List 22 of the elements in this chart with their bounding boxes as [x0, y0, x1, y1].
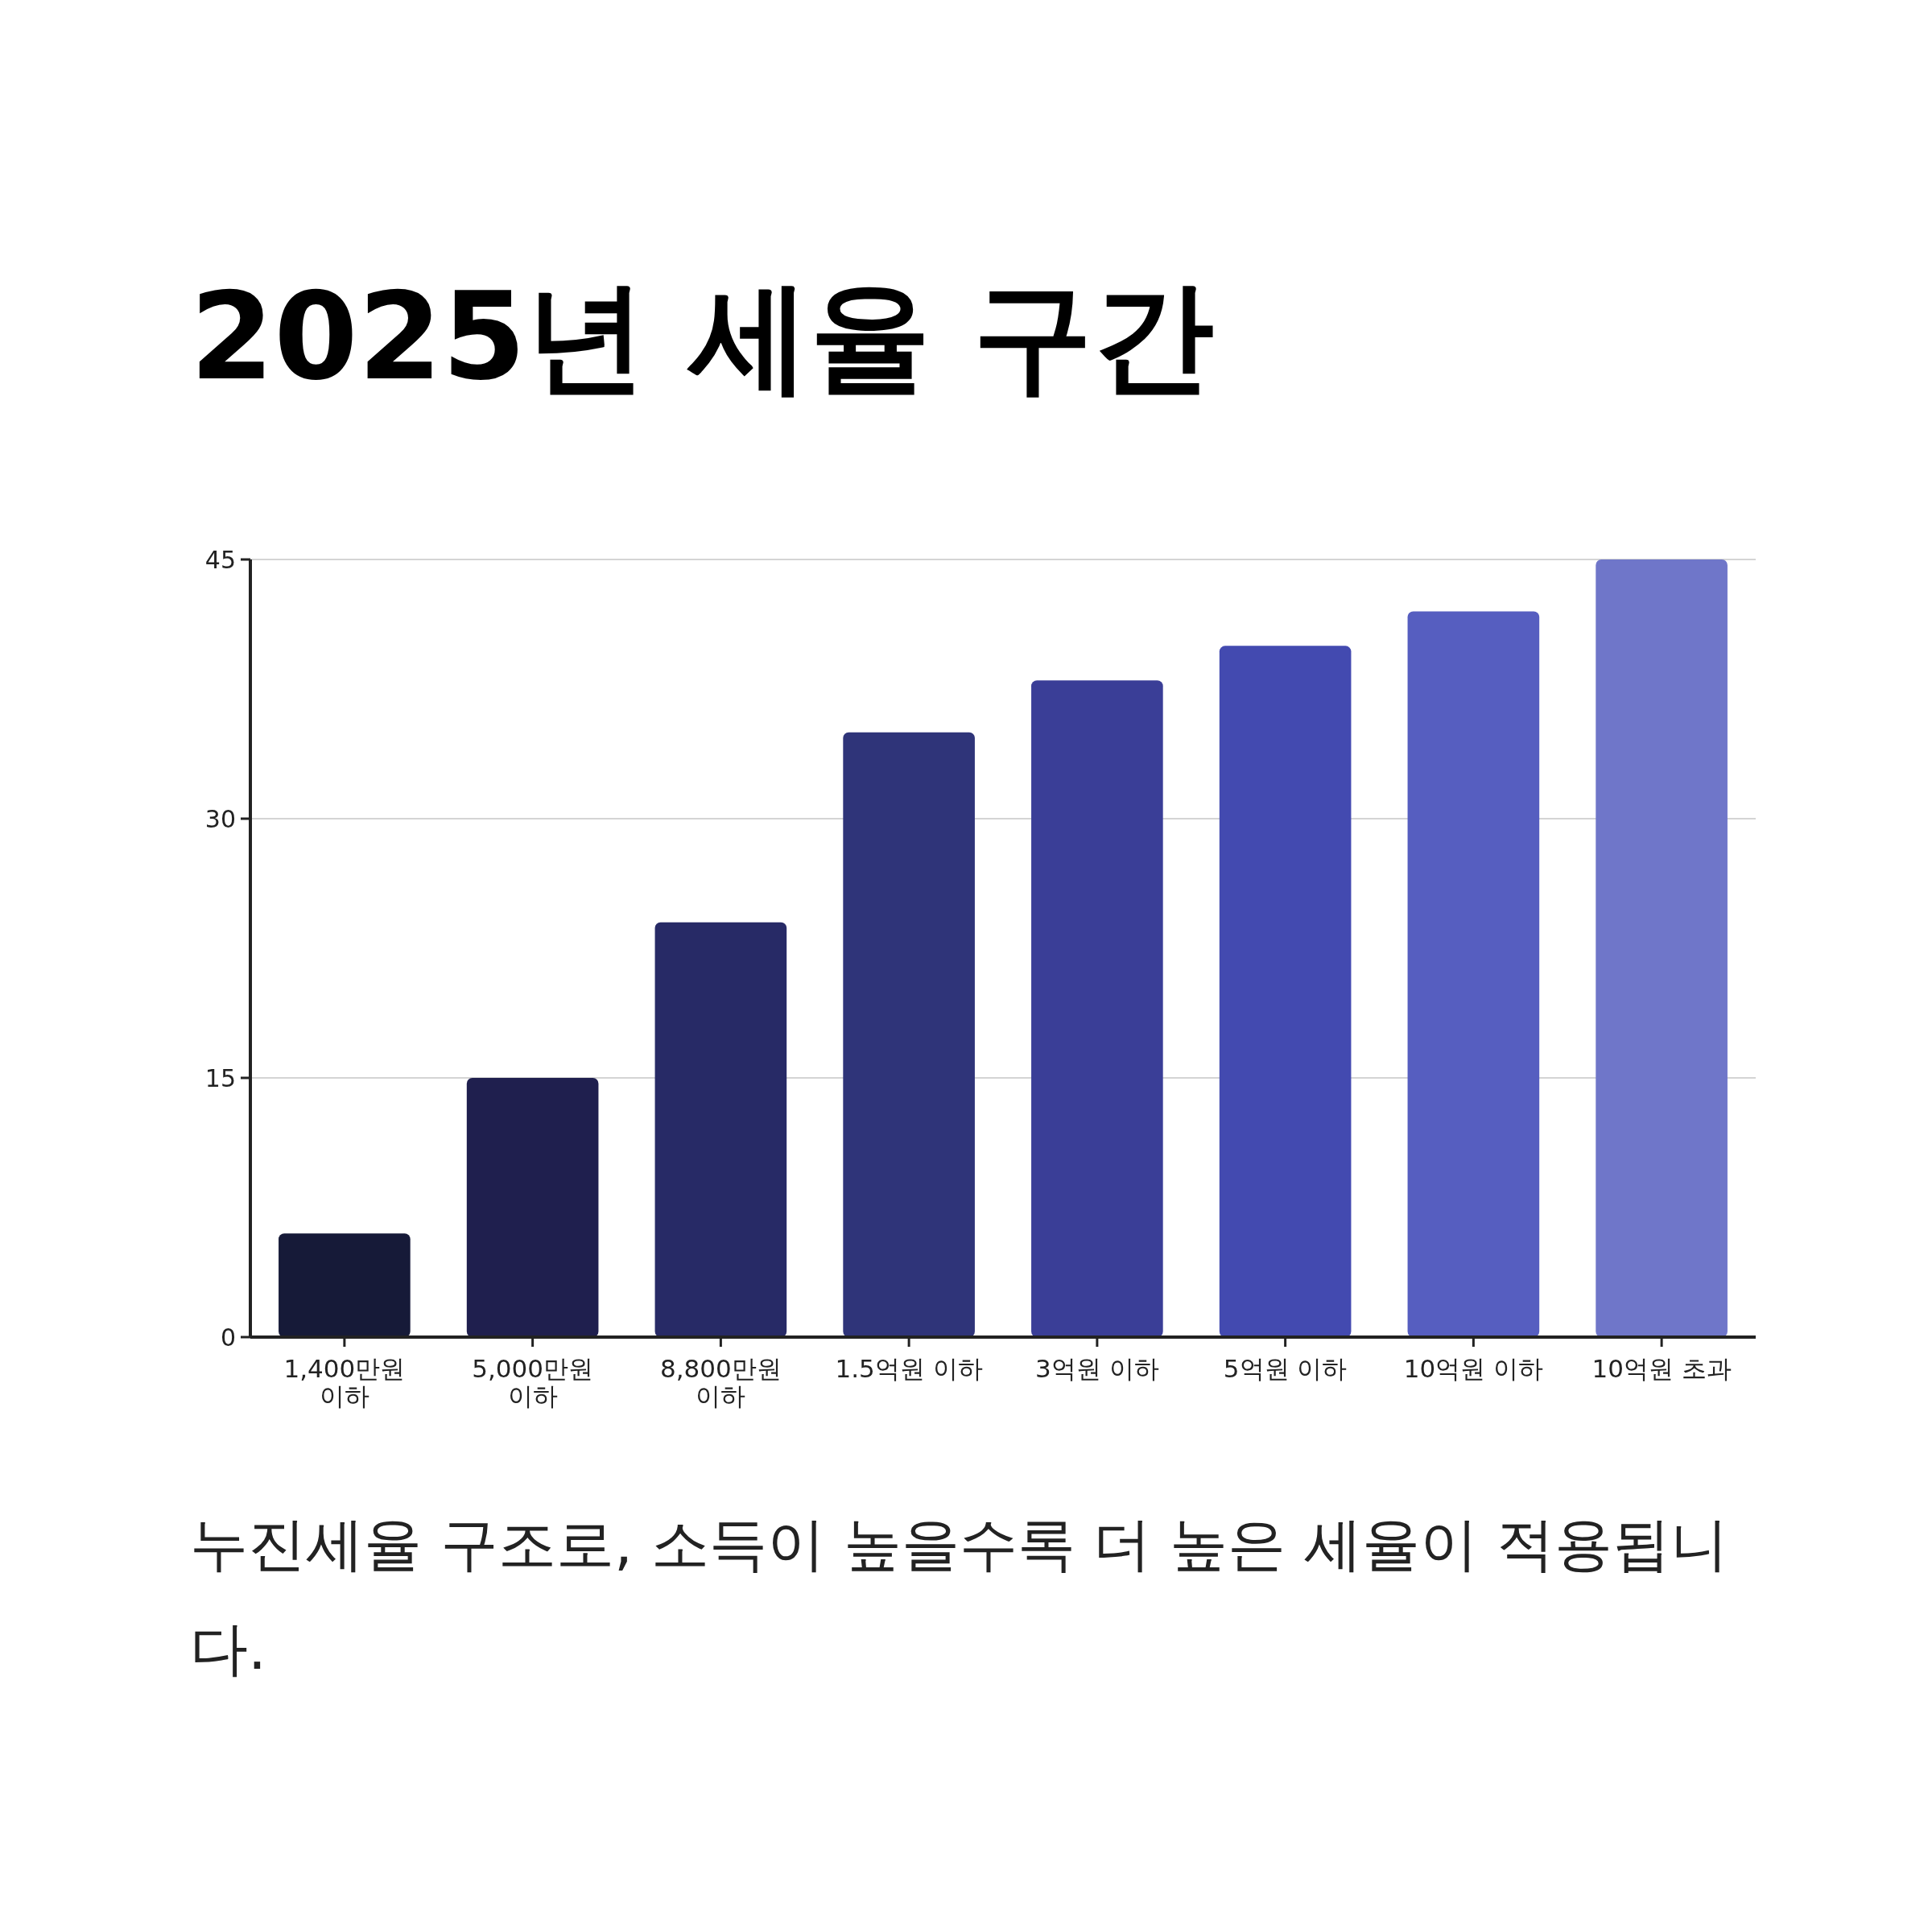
bar [1596, 559, 1728, 1337]
bar [1031, 680, 1163, 1337]
bar [654, 922, 787, 1337]
x-tick-label: 1.5억원 이하 [835, 1354, 983, 1383]
bar [843, 732, 975, 1337]
x-tick-label: 5억원 이하 [1223, 1354, 1348, 1383]
x-tick-label: 3억원 이하 [1035, 1354, 1159, 1383]
x-tick-label: 5,000만원 이하 [472, 1354, 593, 1410]
y-tick-label: 0 [220, 1323, 236, 1352]
bar [466, 1078, 599, 1337]
x-tick-label: 10억원 이하 [1403, 1354, 1544, 1383]
x-tick-label: 10억원 초과 [1591, 1354, 1732, 1383]
y-tick-label: 45 [204, 545, 236, 574]
x-tick-label: 1,400만원 이하 [283, 1354, 406, 1410]
y-tick-label: 30 [204, 804, 236, 833]
bar [1219, 646, 1352, 1337]
bar [279, 1233, 411, 1337]
text: 누진세율 구조로, 소득이 높을수록 더 높은 세율이 적용됩니다. [190, 1509, 1730, 1684]
bar [1407, 611, 1540, 1337]
chart-title: 2025년 세율 구간 [190, 266, 1214, 407]
y-tick-label: 15 [204, 1063, 236, 1092]
x-tick-label: 8,800만원 이하 [660, 1354, 782, 1410]
